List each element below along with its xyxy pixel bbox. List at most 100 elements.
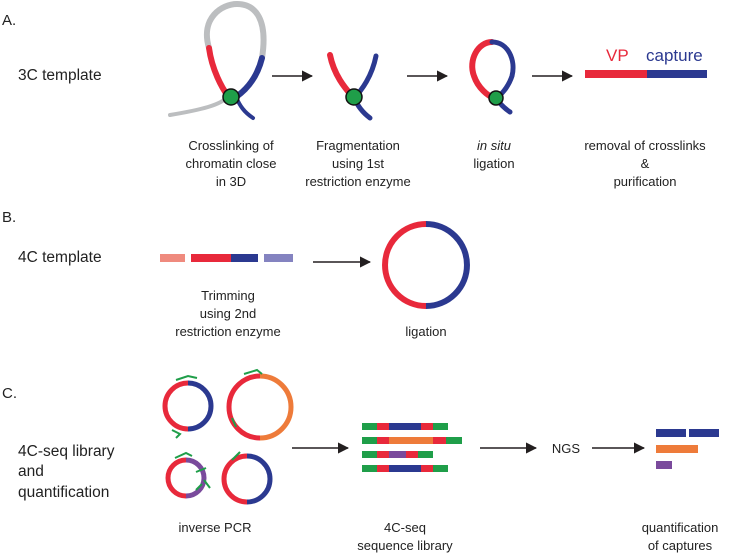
trim-line-3: restriction enzyme — [175, 324, 280, 339]
loop-gray-top — [204, 0, 267, 61]
quantification-bars — [656, 429, 719, 469]
lib-row-1-red — [377, 423, 389, 430]
section-a-letter: A. — [2, 12, 16, 29]
lib-row-3-green2 — [418, 451, 433, 458]
lib-row-1 — [362, 423, 377, 430]
pcr-circle-2-red — [226, 373, 261, 441]
ngs-label: NGS — [552, 441, 581, 456]
lib-row-3-red2 — [406, 451, 418, 458]
library-line-2: sequence library — [357, 538, 453, 553]
trim-piece-red — [191, 254, 231, 262]
loop-blue-strand — [233, 55, 265, 100]
lib-row-2-red2 — [433, 437, 446, 444]
lib-row-3-purple — [389, 451, 406, 458]
fragment-blue — [350, 53, 379, 121]
crosslink-dot-3 — [488, 90, 504, 106]
primer-4a — [231, 451, 241, 461]
loop-gray-tail-left — [168, 94, 230, 117]
step-4-caption: removal of crosslinks & purification — [584, 138, 706, 189]
step-4-line-1: removal of crosslinks — [584, 138, 706, 153]
lib-row-2-green2 — [446, 437, 462, 444]
lib-row-1-green2 — [433, 423, 448, 430]
primer-3b — [195, 483, 203, 491]
vp-label: VP — [606, 46, 629, 65]
capture-segment — [647, 70, 707, 78]
lib-row-4 — [362, 465, 377, 472]
step-3-caption: in situ ligation — [473, 138, 514, 171]
primer-1b — [171, 429, 182, 439]
sequence-library — [362, 423, 462, 472]
primer-4c — [203, 479, 211, 489]
ligated-loop — [469, 39, 516, 115]
trim-piece-blue — [231, 254, 258, 262]
quant-line-2: of captures — [648, 538, 713, 553]
trimmed-fragments — [160, 254, 293, 262]
section-c-letter: C. — [2, 385, 17, 402]
quant-bar-orange — [656, 445, 698, 453]
primer-2b — [231, 417, 237, 428]
step-1-line-3: in 3D — [216, 174, 246, 189]
lib-row-4-green2 — [433, 465, 448, 472]
quant-bar-purple — [656, 461, 672, 469]
pcr-circle-1-blue — [187, 380, 214, 432]
trim-piece-lavender — [264, 254, 293, 262]
ligated-red — [469, 39, 497, 101]
step-1-line-2: chromatin close — [185, 156, 276, 171]
primer-3a — [174, 451, 193, 459]
ligated-circle — [382, 221, 470, 309]
primer-1a — [175, 374, 198, 381]
step-4-line-2: & — [641, 156, 650, 171]
lib-row-3 — [362, 451, 377, 458]
step-3-line-1: ligation — [473, 156, 514, 171]
crosslink-loop — [168, 0, 267, 120]
lib-row-2-orange — [389, 437, 433, 444]
step-2-line-2: using 1st — [332, 156, 384, 171]
pcr-label: inverse PCR — [179, 520, 252, 535]
primer-2a — [243, 368, 263, 375]
quant-bar-blue-1 — [656, 429, 686, 437]
ligated-blue — [489, 39, 516, 115]
section-c-title-line-2: and — [18, 463, 44, 480]
section-b-title: 4C template — [18, 249, 102, 266]
pcr-circle-2-orange — [259, 373, 294, 441]
circle-blue-half — [425, 221, 470, 309]
pcr-circle-2 — [226, 368, 294, 441]
section-c-title-line-1: 4C-seq library — [18, 443, 115, 460]
step-2-caption: Fragmentation using 1st restriction enzy… — [305, 138, 410, 189]
circle-red-half — [382, 221, 427, 309]
step-1-caption: Crosslinking of chromatin close in 3D — [185, 138, 276, 189]
step-2-line-3: restriction enzyme — [305, 174, 410, 189]
lib-row-3-red — [377, 451, 389, 458]
pcr-circle-3-purple — [185, 457, 207, 499]
lib-row-4-red — [377, 465, 389, 472]
lib-row-4-blue — [389, 465, 421, 472]
quant-bar-blue-2 — [689, 429, 719, 437]
pcr-circle-4-red — [221, 453, 248, 505]
trim-piece-salmon — [160, 254, 185, 262]
ligation-label: ligation — [405, 324, 446, 339]
trim-line-1: Trimming — [201, 288, 255, 303]
trim-line-2: using 2nd — [200, 306, 256, 321]
capture-label: capture — [646, 46, 703, 65]
lib-row-2 — [362, 437, 377, 444]
pcr-circle-3-red — [165, 457, 187, 499]
section-c-title-line-3: quantification — [18, 484, 109, 501]
primer-4b — [195, 467, 207, 473]
fragment-red — [327, 52, 355, 99]
step-3-italic: in situ — [477, 138, 511, 153]
pcr-circle-3 — [165, 451, 207, 499]
quant-line-1: quantification — [642, 520, 719, 535]
lib-row-2-red — [377, 437, 389, 444]
lib-row-1-blue — [389, 423, 421, 430]
pcr-circle-4-blue — [246, 453, 273, 505]
loop-red-strand — [206, 45, 231, 99]
pcr-circle-1-red — [162, 380, 189, 432]
crosslink-dot-1 — [222, 88, 240, 106]
crosslink-dot-2 — [345, 88, 363, 106]
trim-caption: Trimming using 2nd restriction enzyme — [175, 288, 280, 339]
library-line-1: 4C-seq — [384, 520, 426, 535]
section-b-letter: B. — [2, 209, 16, 226]
step-2-line-1: Fragmentation — [316, 138, 400, 153]
